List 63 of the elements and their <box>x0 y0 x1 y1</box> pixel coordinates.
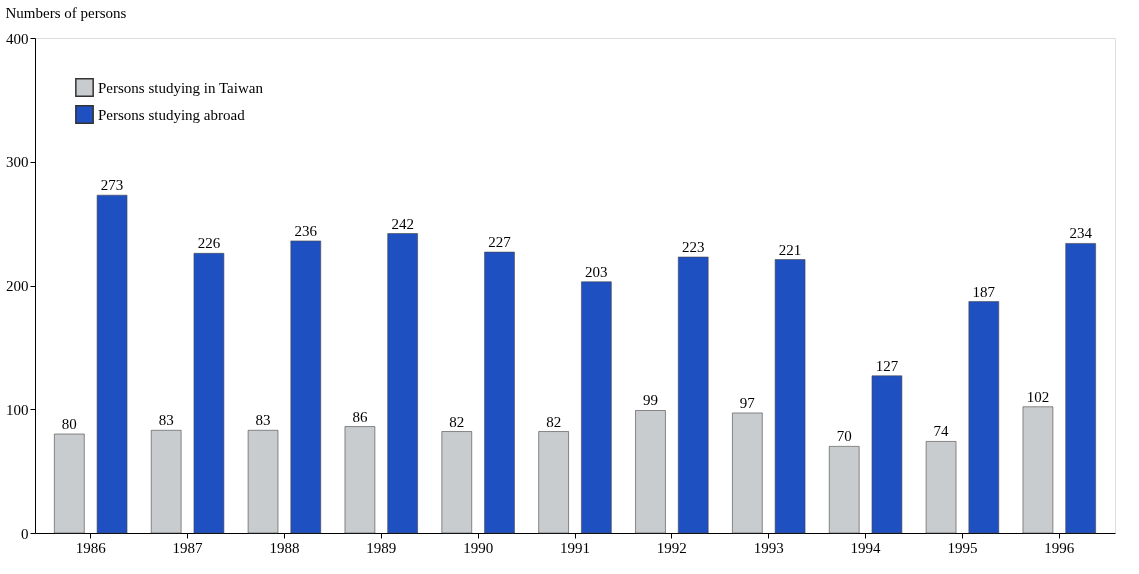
bar <box>677 256 709 534</box>
bar <box>484 251 515 534</box>
bar <box>1022 406 1054 534</box>
x-tick-label: 1990 <box>463 539 494 556</box>
data-label: 86 <box>352 408 368 425</box>
bar <box>968 301 1000 534</box>
bar <box>387 233 418 534</box>
bar <box>441 431 473 534</box>
data-label: 236 <box>294 222 318 239</box>
data-label: 242 <box>391 215 414 232</box>
bar <box>871 375 903 534</box>
data-label: 82 <box>449 413 465 430</box>
bar <box>732 412 763 534</box>
data-label: 102 <box>1026 388 1050 405</box>
data-label: 227 <box>488 234 512 251</box>
data-label: 223 <box>681 239 705 256</box>
bar <box>774 259 806 534</box>
y-tick-label: 300 <box>6 154 29 171</box>
x-tick-label: 1991 <box>560 539 590 556</box>
data-label: 273 <box>100 177 124 194</box>
bar <box>247 429 279 534</box>
x-tick-label: 1989 <box>366 539 397 556</box>
x-tick-label: 1992 <box>656 539 687 556</box>
data-label: 234 <box>1069 225 1093 242</box>
bar <box>581 281 612 534</box>
bar <box>193 253 225 534</box>
bar <box>828 446 860 534</box>
x-tick-label: 1986 <box>75 539 107 556</box>
y-tick-label: 400 <box>6 30 29 47</box>
y-tick-label: 200 <box>6 278 29 294</box>
data-label: 74 <box>933 423 950 440</box>
legend-label: Persons studying in Taiwan <box>98 79 264 96</box>
bar <box>290 240 322 534</box>
x-tick-label: 1995 <box>947 539 978 556</box>
data-label: 80 <box>61 416 77 432</box>
bar <box>96 194 128 534</box>
data-label: 70 <box>836 428 852 445</box>
bar <box>925 441 957 534</box>
data-label: 83 <box>255 412 271 429</box>
y-tick-label: 0 <box>21 525 29 542</box>
data-label: 82 <box>546 413 562 430</box>
bar <box>538 431 569 534</box>
bar <box>635 410 666 534</box>
data-label: 83 <box>158 412 174 429</box>
x-tick-label: 1996 <box>1044 539 1075 556</box>
legend-label: Persons studying abroad <box>98 106 246 123</box>
x-tick-label: 1987 <box>172 539 204 556</box>
data-label: 127 <box>875 357 899 374</box>
data-label: 97 <box>739 394 756 411</box>
x-tick-label: 1994 <box>850 539 882 556</box>
data-label: 226 <box>197 235 221 252</box>
x-tick-label: 1988 <box>269 539 300 556</box>
data-label: 187 <box>972 283 996 300</box>
bar <box>344 426 376 534</box>
bar <box>1065 243 1096 534</box>
y-tick-label: 100 <box>6 401 29 418</box>
data-label: 203 <box>585 263 608 280</box>
bar <box>54 433 85 534</box>
data-label: 221 <box>778 241 802 258</box>
y-axis-title: Numbers of persons <box>5 4 127 21</box>
data-label: 99 <box>642 392 658 409</box>
bar <box>150 429 182 534</box>
x-tick-label: 1993 <box>753 539 784 556</box>
